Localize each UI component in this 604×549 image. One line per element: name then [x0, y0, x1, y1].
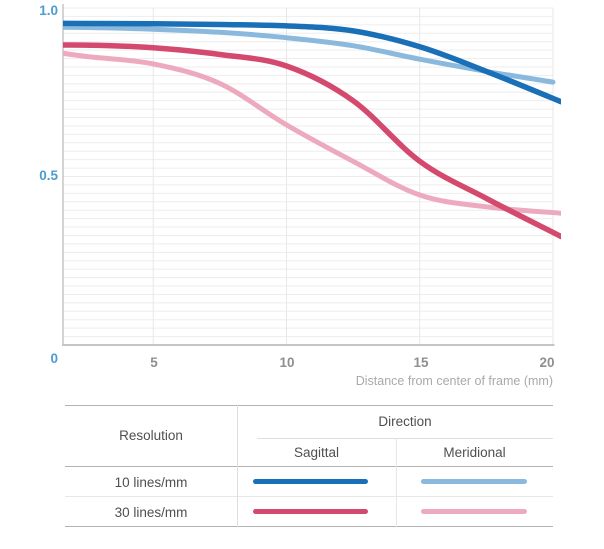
- table-border-under-header: [65, 466, 553, 467]
- row-label-30-lines: 30 lines/mm: [114, 504, 188, 520]
- mtf-plot-area: [62, 4, 561, 346]
- legend-line-30-sagittal: [253, 509, 368, 514]
- x-tick-label-15: 15: [413, 355, 429, 370]
- meridional-header: Meridional: [443, 445, 506, 460]
- x-axis-title: Distance from center of frame (mm): [355, 374, 553, 388]
- y-tick-label-0.5: 0.5: [39, 168, 58, 183]
- y-tick-label-1.0: 1.0: [39, 3, 58, 18]
- resolution-header: Resolution: [119, 428, 183, 443]
- sagittal-header: Sagittal: [293, 445, 340, 460]
- x-tick-label-10: 10: [279, 355, 295, 370]
- table-border-row-separator: [65, 496, 553, 497]
- x-tick-label-20: 20: [539, 355, 555, 370]
- table-border-bottom: [65, 526, 553, 527]
- x-tick-label-5: 5: [150, 355, 158, 370]
- origin-tick-label: 0: [50, 351, 58, 366]
- direction-header: Direction: [378, 414, 432, 429]
- legend-line-10-sagittal: [253, 479, 368, 484]
- table-border-under-direction: [257, 438, 553, 439]
- table-border-top: [65, 405, 553, 406]
- table-border-direction-divider: [396, 439, 397, 527]
- table-border-resolution-divider: [237, 405, 238, 527]
- row-label-10-lines: 10 lines/mm: [114, 474, 188, 490]
- legend-line-30-meridional: [421, 509, 527, 514]
- legend-line-10-meridional: [421, 479, 527, 484]
